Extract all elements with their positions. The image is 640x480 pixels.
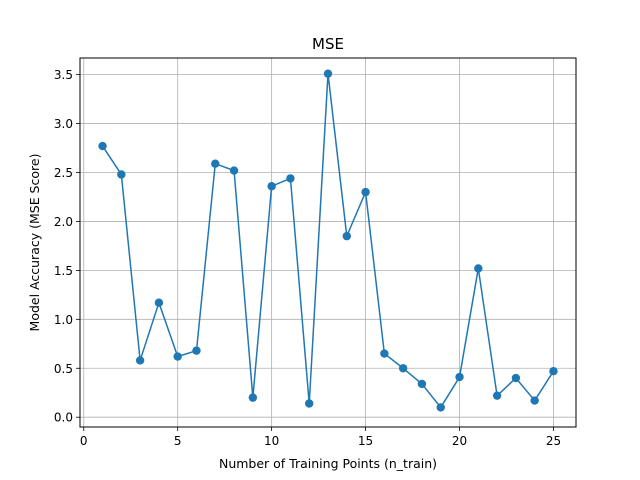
data-point (342, 231, 351, 241)
data-point (380, 349, 389, 358)
data-point (511, 373, 521, 383)
data-point (211, 159, 220, 168)
data-point (361, 187, 370, 197)
x-tick-label: 0 (80, 434, 88, 448)
data-point (455, 372, 464, 382)
data-point (229, 166, 239, 175)
data-point (173, 352, 182, 361)
data-point (305, 399, 314, 408)
tick-layer: 0 5 10 15 20 25 0.0 0.5 1.0 1.5 2.0 2.5 3.0 3.5 (54, 68, 561, 448)
data-point (530, 396, 539, 405)
data-point (267, 182, 276, 191)
data-point (417, 379, 427, 389)
y-tick-label: 0.0 (54, 411, 73, 425)
data-point (98, 141, 107, 151)
data-point (474, 264, 483, 273)
data-point (323, 69, 333, 78)
data-point (549, 367, 558, 376)
y-tick-label: 1.5 (54, 264, 73, 278)
x-tick-label: 10 (264, 434, 279, 448)
data-point (154, 298, 164, 307)
y-tick-label: 1.0 (54, 313, 73, 327)
x-tick-label: 25 (546, 434, 561, 448)
data-point (398, 364, 408, 373)
data-point (135, 356, 145, 365)
data-point (286, 174, 295, 183)
chart-title: MSE (312, 35, 344, 53)
series-layer (98, 69, 558, 412)
x-tick-label: 20 (452, 434, 467, 448)
data-point (436, 403, 445, 412)
y-tick-label: 0.5 (54, 362, 73, 376)
x-tick-label: 5 (174, 434, 182, 448)
y-tick-label: 3.0 (54, 117, 73, 131)
x-tick-label: 15 (358, 434, 373, 448)
y-axis-label: Model Accuracy (MSE Score) (27, 154, 42, 332)
x-axis-label: Number of Training Points (n_train) (219, 456, 437, 471)
axes-frame (79, 57, 577, 428)
y-tick-label: 2.5 (54, 166, 73, 180)
data-point (248, 393, 258, 402)
data-point (192, 346, 201, 355)
data-point (117, 170, 126, 179)
y-tick-label: 2.0 (54, 215, 73, 229)
data-point (492, 391, 502, 400)
y-tick-label: 3.5 (54, 68, 73, 82)
